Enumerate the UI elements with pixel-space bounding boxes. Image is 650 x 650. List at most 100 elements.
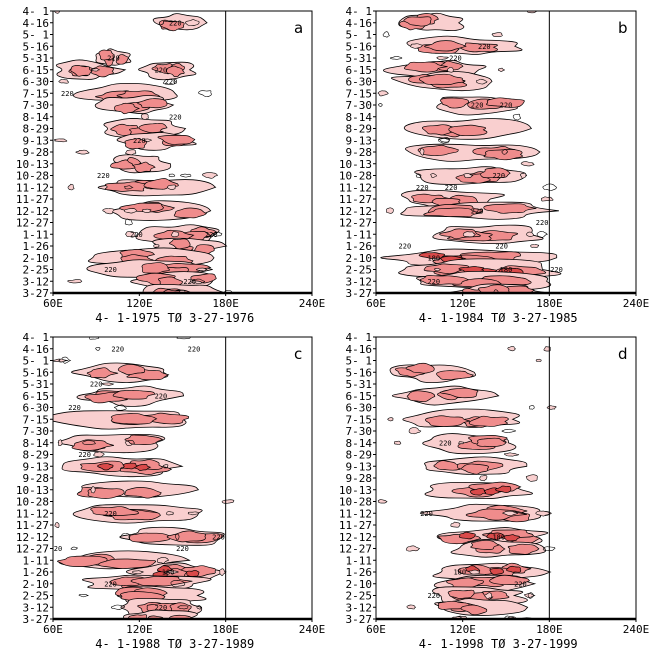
convection-core: [168, 614, 193, 619]
contour-label: 220: [133, 137, 146, 145]
x-tick-label: 120E: [126, 297, 153, 310]
contour-label: 220: [165, 78, 178, 86]
y-tick-label: 3-12: [346, 275, 373, 288]
contour-fragment: [170, 579, 186, 588]
x-tick-label: 120E: [449, 623, 476, 636]
y-tick-label: 5-31: [23, 378, 50, 391]
y-tick-label: 4- 1: [346, 331, 373, 344]
y-tick-label: 9-28: [346, 146, 373, 159]
y-tick-label: 9-13: [346, 134, 373, 147]
x-tick-label: 240E: [623, 297, 650, 310]
contour-fragment: [176, 337, 191, 340]
convection-core: [128, 532, 173, 543]
y-tick-label: 6-15: [23, 390, 50, 403]
contour-fragment: [54, 138, 68, 143]
y-tick-label: 2-25: [23, 590, 50, 603]
y-tick-label: 1-11: [346, 554, 373, 567]
contour-fragment: [502, 615, 515, 619]
contour-label: 220: [514, 580, 527, 588]
convection-field: 220 220 180 180 220 220: [377, 346, 557, 619]
contour-fragment: [58, 439, 63, 446]
contour-fragment: [536, 230, 548, 238]
convection-core: [87, 487, 125, 499]
contour-fragment: [463, 173, 474, 179]
contour-fragment: [434, 268, 442, 272]
convection-core: [486, 97, 525, 108]
y-tick-label: 5-16: [23, 40, 50, 53]
convection-peak: [506, 565, 522, 573]
contour-fragment: [198, 90, 212, 97]
contour-fragment: [493, 289, 499, 293]
contour-fragment: [162, 464, 169, 469]
contour-fragment: [221, 499, 235, 504]
contour-fragment: [479, 474, 488, 482]
y-tick-label: 3-12: [23, 601, 50, 614]
contour-label: 220: [495, 243, 508, 251]
convection-field: 220 220 220 220 220 220 220 220 220 220 220 220: [54, 11, 233, 293]
contour-fragment: [389, 56, 403, 60]
x-tick-label: 240E: [623, 623, 650, 636]
contour-fragment: [124, 439, 135, 446]
contour-fragment: [519, 172, 527, 179]
y-tick-label: 6-15: [346, 390, 373, 403]
y-tick-label: 7-15: [346, 87, 373, 100]
panel-letter: c: [294, 345, 302, 363]
contour-label: 220: [169, 19, 182, 27]
x-tick-label: 180E: [212, 297, 239, 310]
convection-core: [124, 487, 162, 499]
contour-fragment: [219, 568, 226, 576]
contour-label: 220: [536, 219, 549, 227]
convection-core: [433, 460, 466, 471]
y-tick-label: 2-10: [23, 578, 50, 591]
contour-fragment: [546, 405, 557, 410]
convection-core: [110, 413, 158, 425]
contour-fragment: [385, 207, 394, 214]
contour-fragment: [175, 533, 180, 541]
contour-label: 180: [453, 569, 466, 577]
contour-fragment: [124, 208, 138, 214]
y-tick-label: 7-15: [23, 87, 50, 100]
contour-label: 220: [111, 345, 124, 353]
contour-fragment: [142, 208, 152, 214]
contour-fragment: [90, 486, 96, 494]
convection-core: [447, 589, 475, 600]
convection-core: [70, 65, 94, 77]
contour-fragment: [526, 231, 534, 237]
contour-fragment: [224, 290, 233, 293]
contour-label: 180: [500, 266, 513, 274]
x-tick-label: 180E: [212, 623, 239, 636]
convection-core: [446, 577, 484, 589]
y-tick-label: 4- 1: [23, 331, 50, 344]
contour-label: 220: [155, 66, 168, 74]
convection-core: [166, 65, 185, 78]
y-tick-label: 1-11: [23, 228, 50, 241]
contour-fragment: [475, 78, 488, 85]
convection-core: [157, 135, 196, 145]
y-tick-label: 2-25: [346, 264, 373, 277]
contour-fragment: [82, 440, 96, 445]
y-tick-label: 9-13: [346, 460, 373, 473]
contour-fragment: [153, 244, 160, 248]
contour-fragment: [527, 592, 534, 599]
contour-fragment: [132, 570, 145, 574]
y-tick-label: 10-28: [16, 496, 49, 509]
contour-label: 220: [104, 510, 117, 518]
y-tick-label: 12-12: [16, 205, 49, 218]
contour-label: 220: [90, 381, 103, 389]
convection-core: [460, 604, 488, 616]
convection-core: [71, 439, 114, 451]
y-tick-label: 3-27: [346, 287, 373, 300]
period-caption: 4- 1-1988 TØ 3-27-1989: [95, 637, 254, 650]
contour-fragment: [535, 358, 542, 362]
convection-peak: [97, 463, 114, 471]
y-tick-label: 11-12: [16, 181, 49, 194]
y-tick-label: 7-30: [346, 425, 373, 438]
convection-core: [425, 415, 470, 427]
contour-label: 220: [104, 266, 117, 274]
convection-core: [468, 415, 509, 427]
contour-fragment: [70, 546, 78, 550]
convection-core: [424, 40, 467, 52]
contour-fragment: [504, 452, 520, 457]
contour-fragment: [436, 56, 449, 60]
